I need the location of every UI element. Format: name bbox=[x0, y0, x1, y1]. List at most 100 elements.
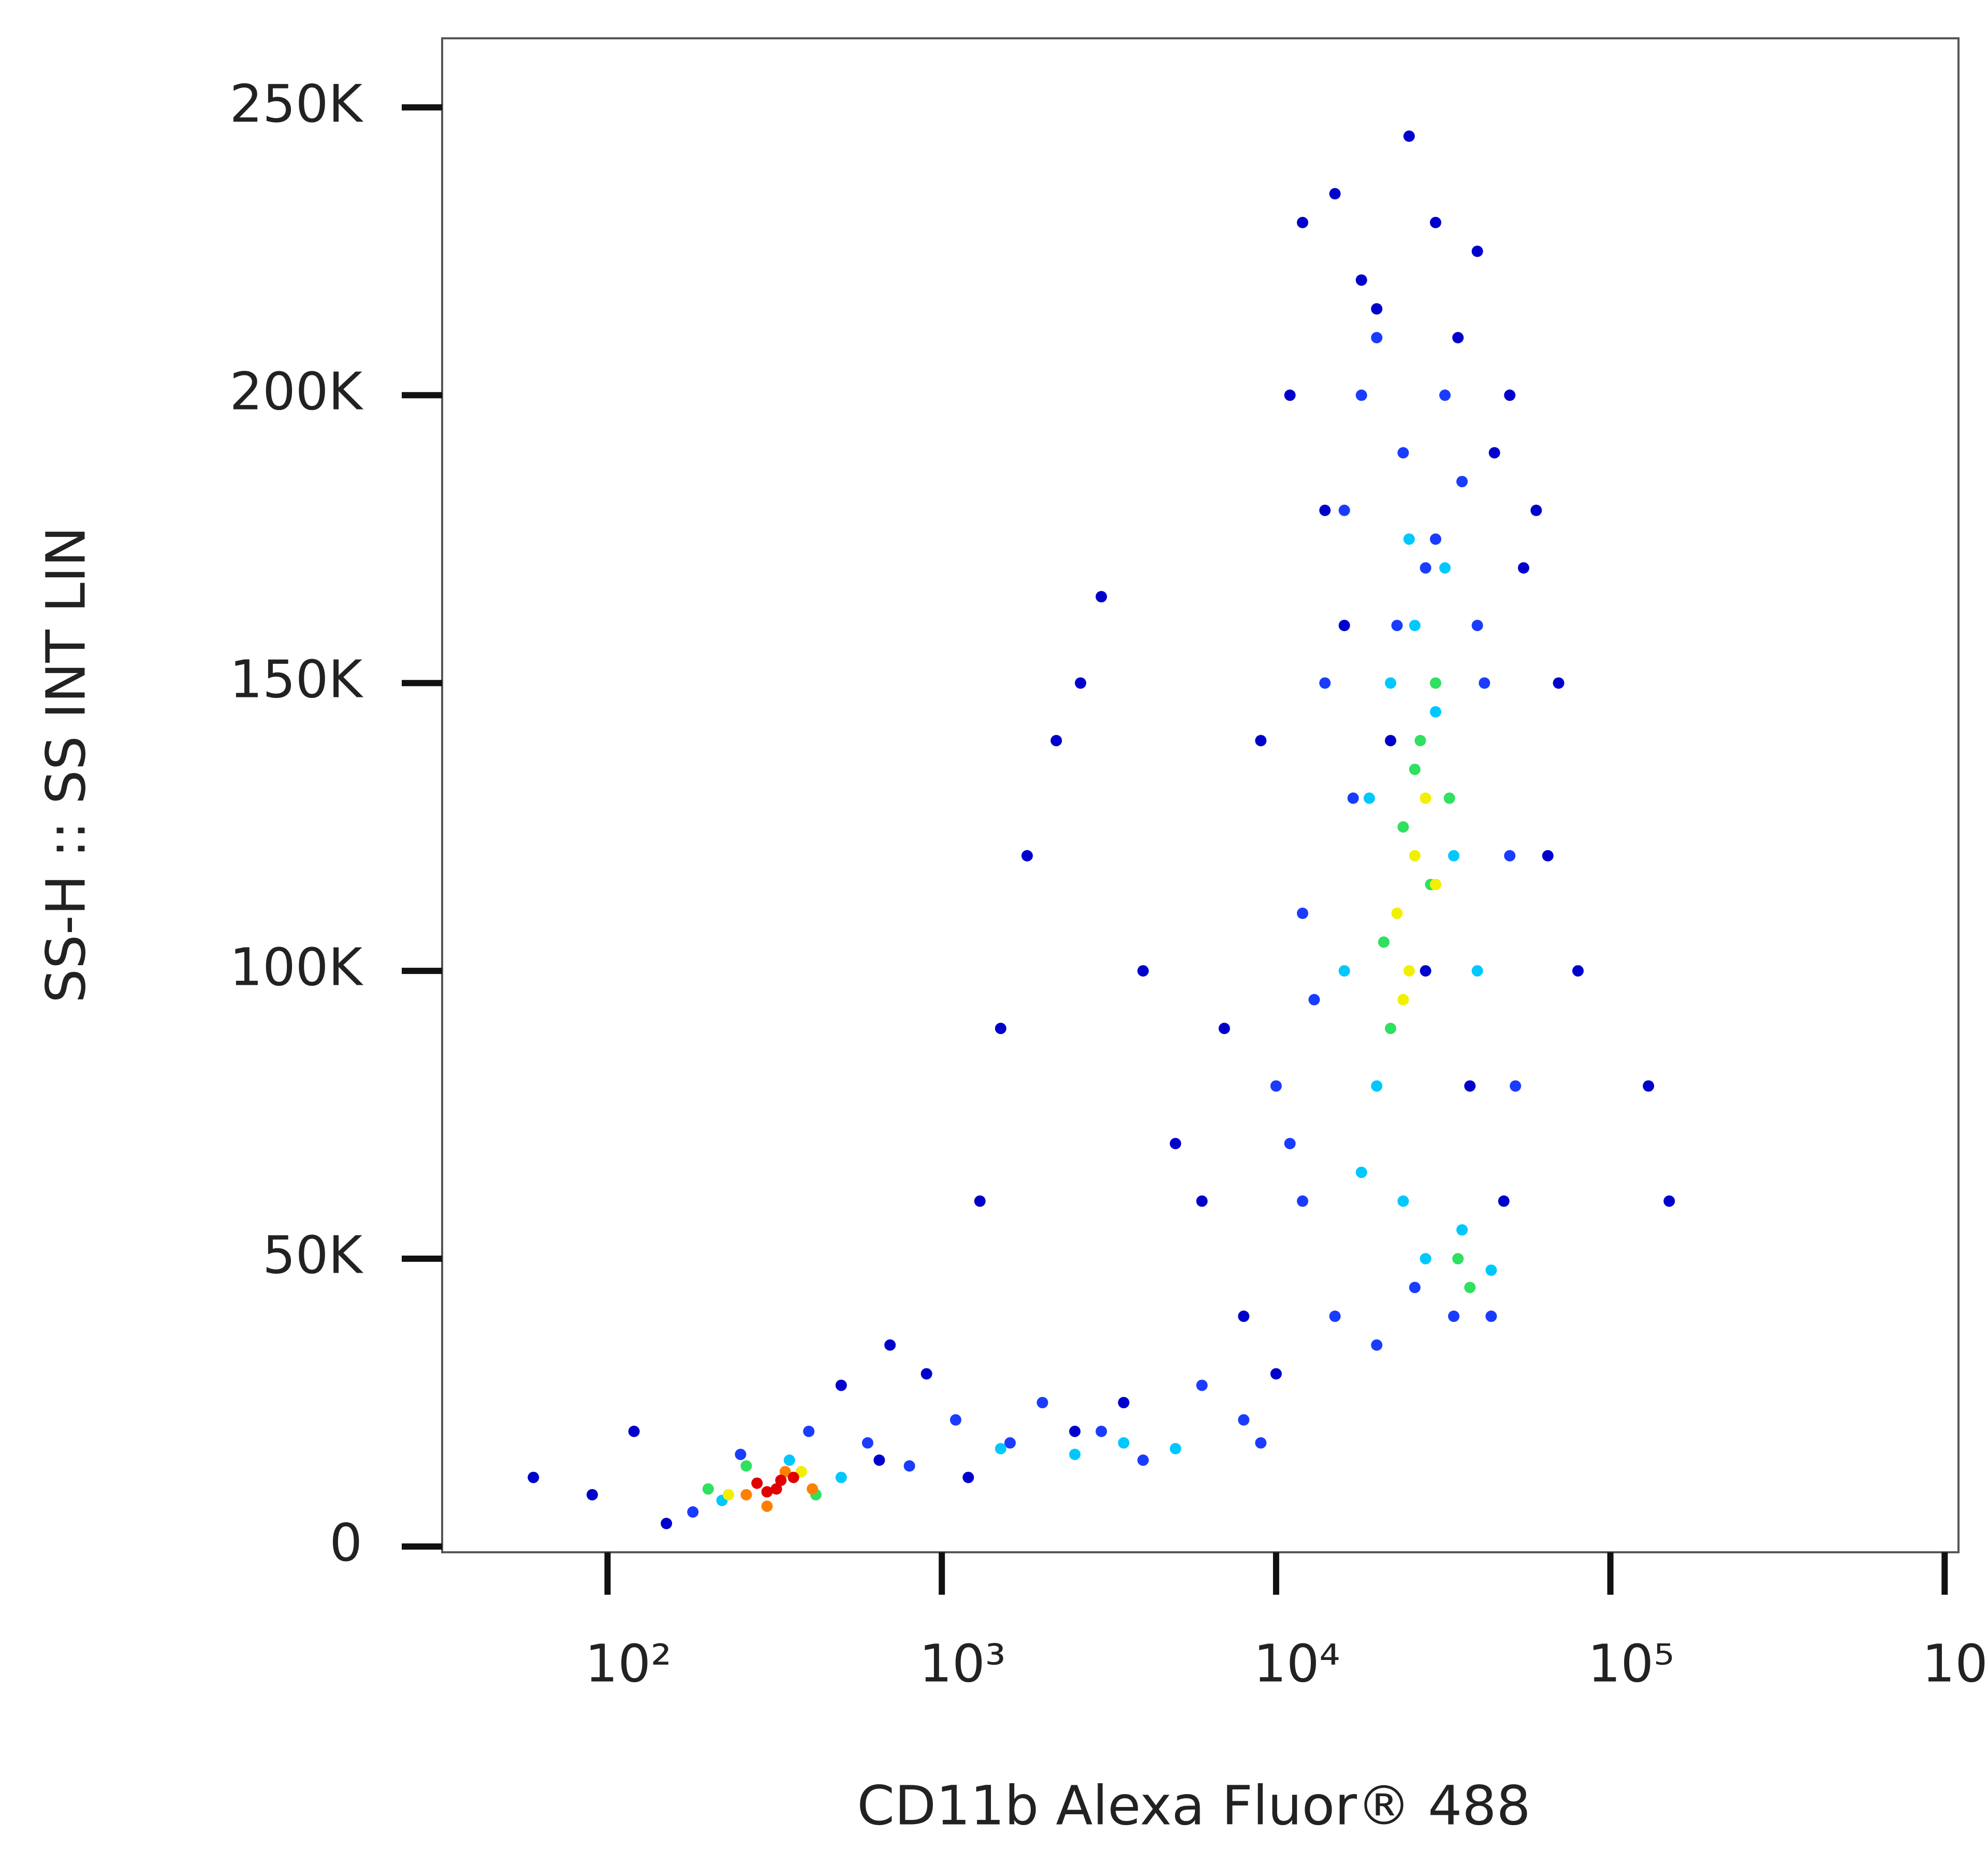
point bbox=[1218, 1023, 1230, 1035]
y-tick-label: 150K bbox=[230, 649, 364, 710]
point bbox=[1329, 1310, 1341, 1322]
point bbox=[687, 1506, 699, 1518]
point bbox=[1355, 389, 1367, 401]
point bbox=[1429, 677, 1441, 689]
point bbox=[1355, 274, 1367, 286]
point bbox=[1448, 1310, 1460, 1322]
point bbox=[1255, 1437, 1267, 1449]
point bbox=[1403, 533, 1415, 545]
x-tick-label: 10³ bbox=[919, 1633, 1006, 1694]
point bbox=[1270, 1080, 1282, 1092]
point bbox=[1319, 677, 1331, 689]
point bbox=[1488, 447, 1500, 459]
point bbox=[1504, 389, 1516, 401]
point bbox=[702, 1483, 714, 1495]
point bbox=[1196, 1379, 1208, 1391]
point bbox=[1397, 994, 1409, 1006]
point bbox=[1420, 792, 1431, 804]
point bbox=[974, 1195, 986, 1207]
point bbox=[1238, 1414, 1250, 1426]
point bbox=[1485, 1310, 1497, 1322]
point bbox=[903, 1460, 915, 1472]
point bbox=[1420, 1252, 1431, 1264]
point bbox=[1297, 216, 1309, 228]
point bbox=[775, 1475, 787, 1487]
point bbox=[1118, 1437, 1130, 1449]
point bbox=[1464, 1080, 1476, 1092]
point bbox=[1530, 504, 1542, 516]
point bbox=[1448, 850, 1460, 862]
point bbox=[1409, 620, 1421, 632]
point bbox=[1510, 1080, 1522, 1092]
point bbox=[1329, 188, 1341, 200]
x-tick-label: 10⁴ bbox=[1253, 1633, 1340, 1694]
point bbox=[995, 1023, 1006, 1035]
point bbox=[1553, 677, 1565, 689]
y-axis-label: SS-H :: SS INT LIN bbox=[34, 527, 97, 1003]
point bbox=[1439, 562, 1451, 574]
point bbox=[1297, 907, 1309, 919]
point bbox=[1069, 1448, 1081, 1460]
point bbox=[1409, 763, 1421, 775]
point bbox=[1355, 1167, 1367, 1178]
point bbox=[1118, 1396, 1130, 1408]
point bbox=[1347, 792, 1359, 804]
point bbox=[1095, 591, 1107, 603]
point bbox=[1663, 1195, 1675, 1207]
point bbox=[1414, 735, 1426, 747]
point bbox=[586, 1489, 598, 1500]
x-tick-label: 10² bbox=[585, 1633, 671, 1694]
point bbox=[1429, 879, 1441, 891]
point bbox=[873, 1454, 885, 1466]
point bbox=[1384, 735, 1396, 747]
point bbox=[1371, 1339, 1383, 1351]
y-tick-label: 250K bbox=[230, 74, 364, 134]
point bbox=[661, 1518, 673, 1529]
point bbox=[1643, 1080, 1655, 1092]
point bbox=[1409, 850, 1421, 862]
point bbox=[1572, 965, 1584, 977]
point bbox=[1504, 850, 1516, 862]
point bbox=[528, 1471, 539, 1483]
point bbox=[1464, 1281, 1476, 1293]
point bbox=[735, 1448, 747, 1460]
point bbox=[1429, 216, 1441, 228]
point bbox=[1479, 677, 1490, 689]
point bbox=[1338, 965, 1350, 977]
point bbox=[1363, 792, 1375, 804]
point bbox=[1409, 1281, 1421, 1293]
point bbox=[1095, 1425, 1107, 1437]
point bbox=[1170, 1138, 1181, 1149]
point bbox=[770, 1483, 782, 1495]
point bbox=[1517, 562, 1529, 574]
point bbox=[1050, 735, 1062, 747]
point bbox=[1542, 850, 1554, 862]
point bbox=[1397, 447, 1409, 459]
point bbox=[740, 1489, 752, 1500]
point bbox=[723, 1489, 735, 1500]
point bbox=[861, 1437, 873, 1449]
point bbox=[1429, 533, 1441, 545]
point bbox=[1397, 821, 1409, 833]
point bbox=[761, 1500, 773, 1512]
y-tick-label: 100K bbox=[230, 937, 364, 997]
point bbox=[1471, 965, 1483, 977]
point bbox=[1420, 965, 1431, 977]
point bbox=[1137, 965, 1149, 977]
point bbox=[1429, 706, 1441, 718]
point bbox=[1378, 936, 1390, 948]
point bbox=[1371, 303, 1383, 315]
point bbox=[1170, 1443, 1181, 1454]
point bbox=[920, 1368, 932, 1380]
y-tick-label: 0 bbox=[329, 1512, 362, 1573]
x-tick-label: 10⁵ bbox=[1588, 1633, 1674, 1694]
point bbox=[1338, 620, 1350, 632]
y-tick-label: 200K bbox=[230, 361, 364, 422]
point bbox=[1452, 332, 1464, 344]
point bbox=[1297, 1195, 1309, 1207]
point bbox=[1137, 1454, 1149, 1466]
point bbox=[1471, 620, 1483, 632]
point bbox=[795, 1466, 807, 1478]
